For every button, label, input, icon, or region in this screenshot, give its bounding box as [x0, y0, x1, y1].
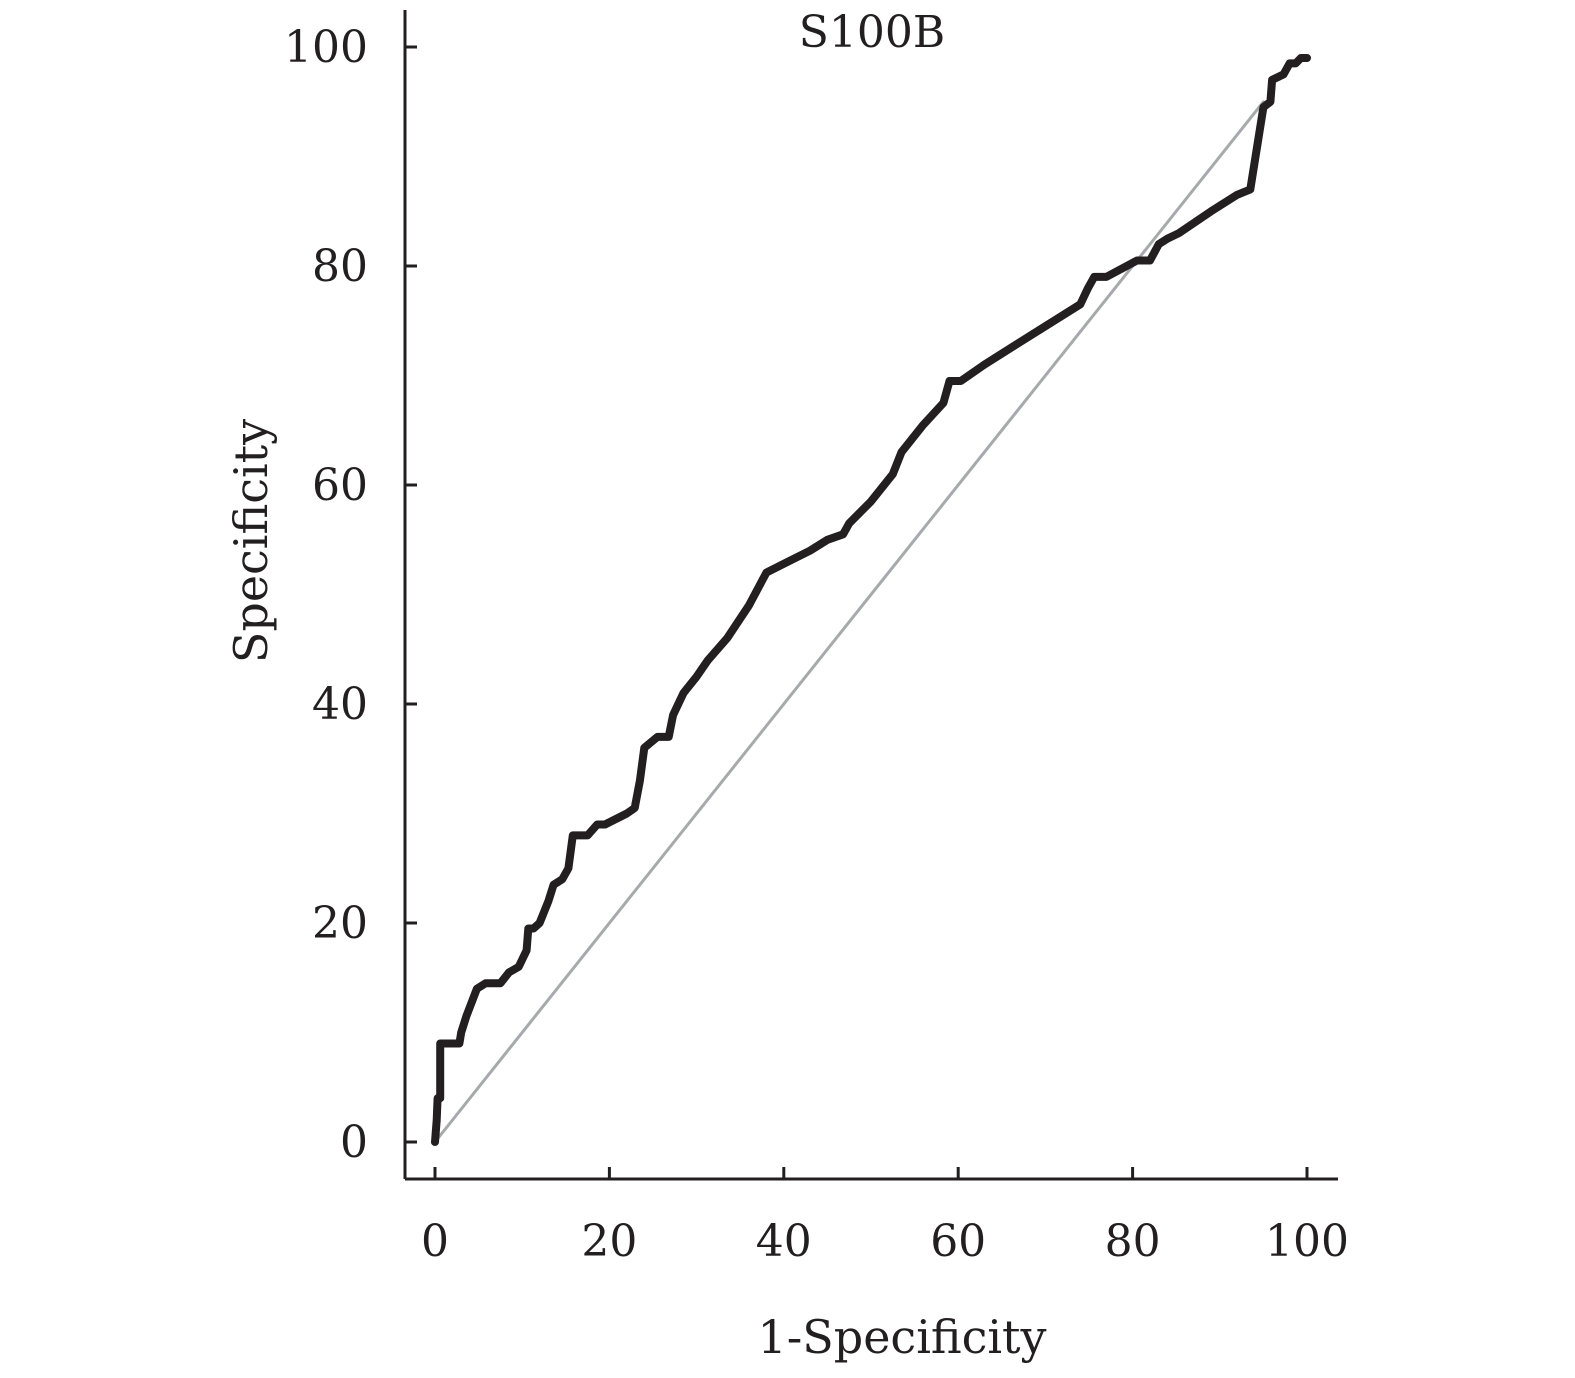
y-tick-label: 40 [312, 679, 368, 730]
roc-curve-line [431, 54, 1311, 1146]
x-tick-label: 0 [421, 1216, 449, 1267]
x-tick-label: 20 [581, 1216, 637, 1267]
plot-area [431, 54, 1311, 1146]
y-tick-label: 0 [340, 1117, 368, 1168]
x-axis-title: 1-Specificity [757, 1310, 1046, 1364]
x-tick-label: 80 [1105, 1216, 1161, 1267]
y-tick-label: 60 [312, 460, 368, 511]
y-tick-label: 80 [312, 241, 368, 292]
reference-diagonal-line [433, 100, 1265, 1144]
y-axis-ticks: 0 20 40 60 80 100 [284, 22, 417, 1168]
x-tick-label: 60 [930, 1216, 986, 1267]
x-axis-ticks: 0 20 40 60 80 100 [421, 1167, 1349, 1267]
y-axis-title: Specificity [224, 419, 278, 663]
y-tick-label: 100 [284, 22, 368, 73]
y-tick-label: 20 [312, 898, 368, 949]
x-tick-label: 40 [756, 1216, 812, 1267]
x-tick-label: 100 [1265, 1216, 1349, 1267]
chart-title: S100B [799, 7, 945, 58]
axes [403, 10, 1338, 1181]
